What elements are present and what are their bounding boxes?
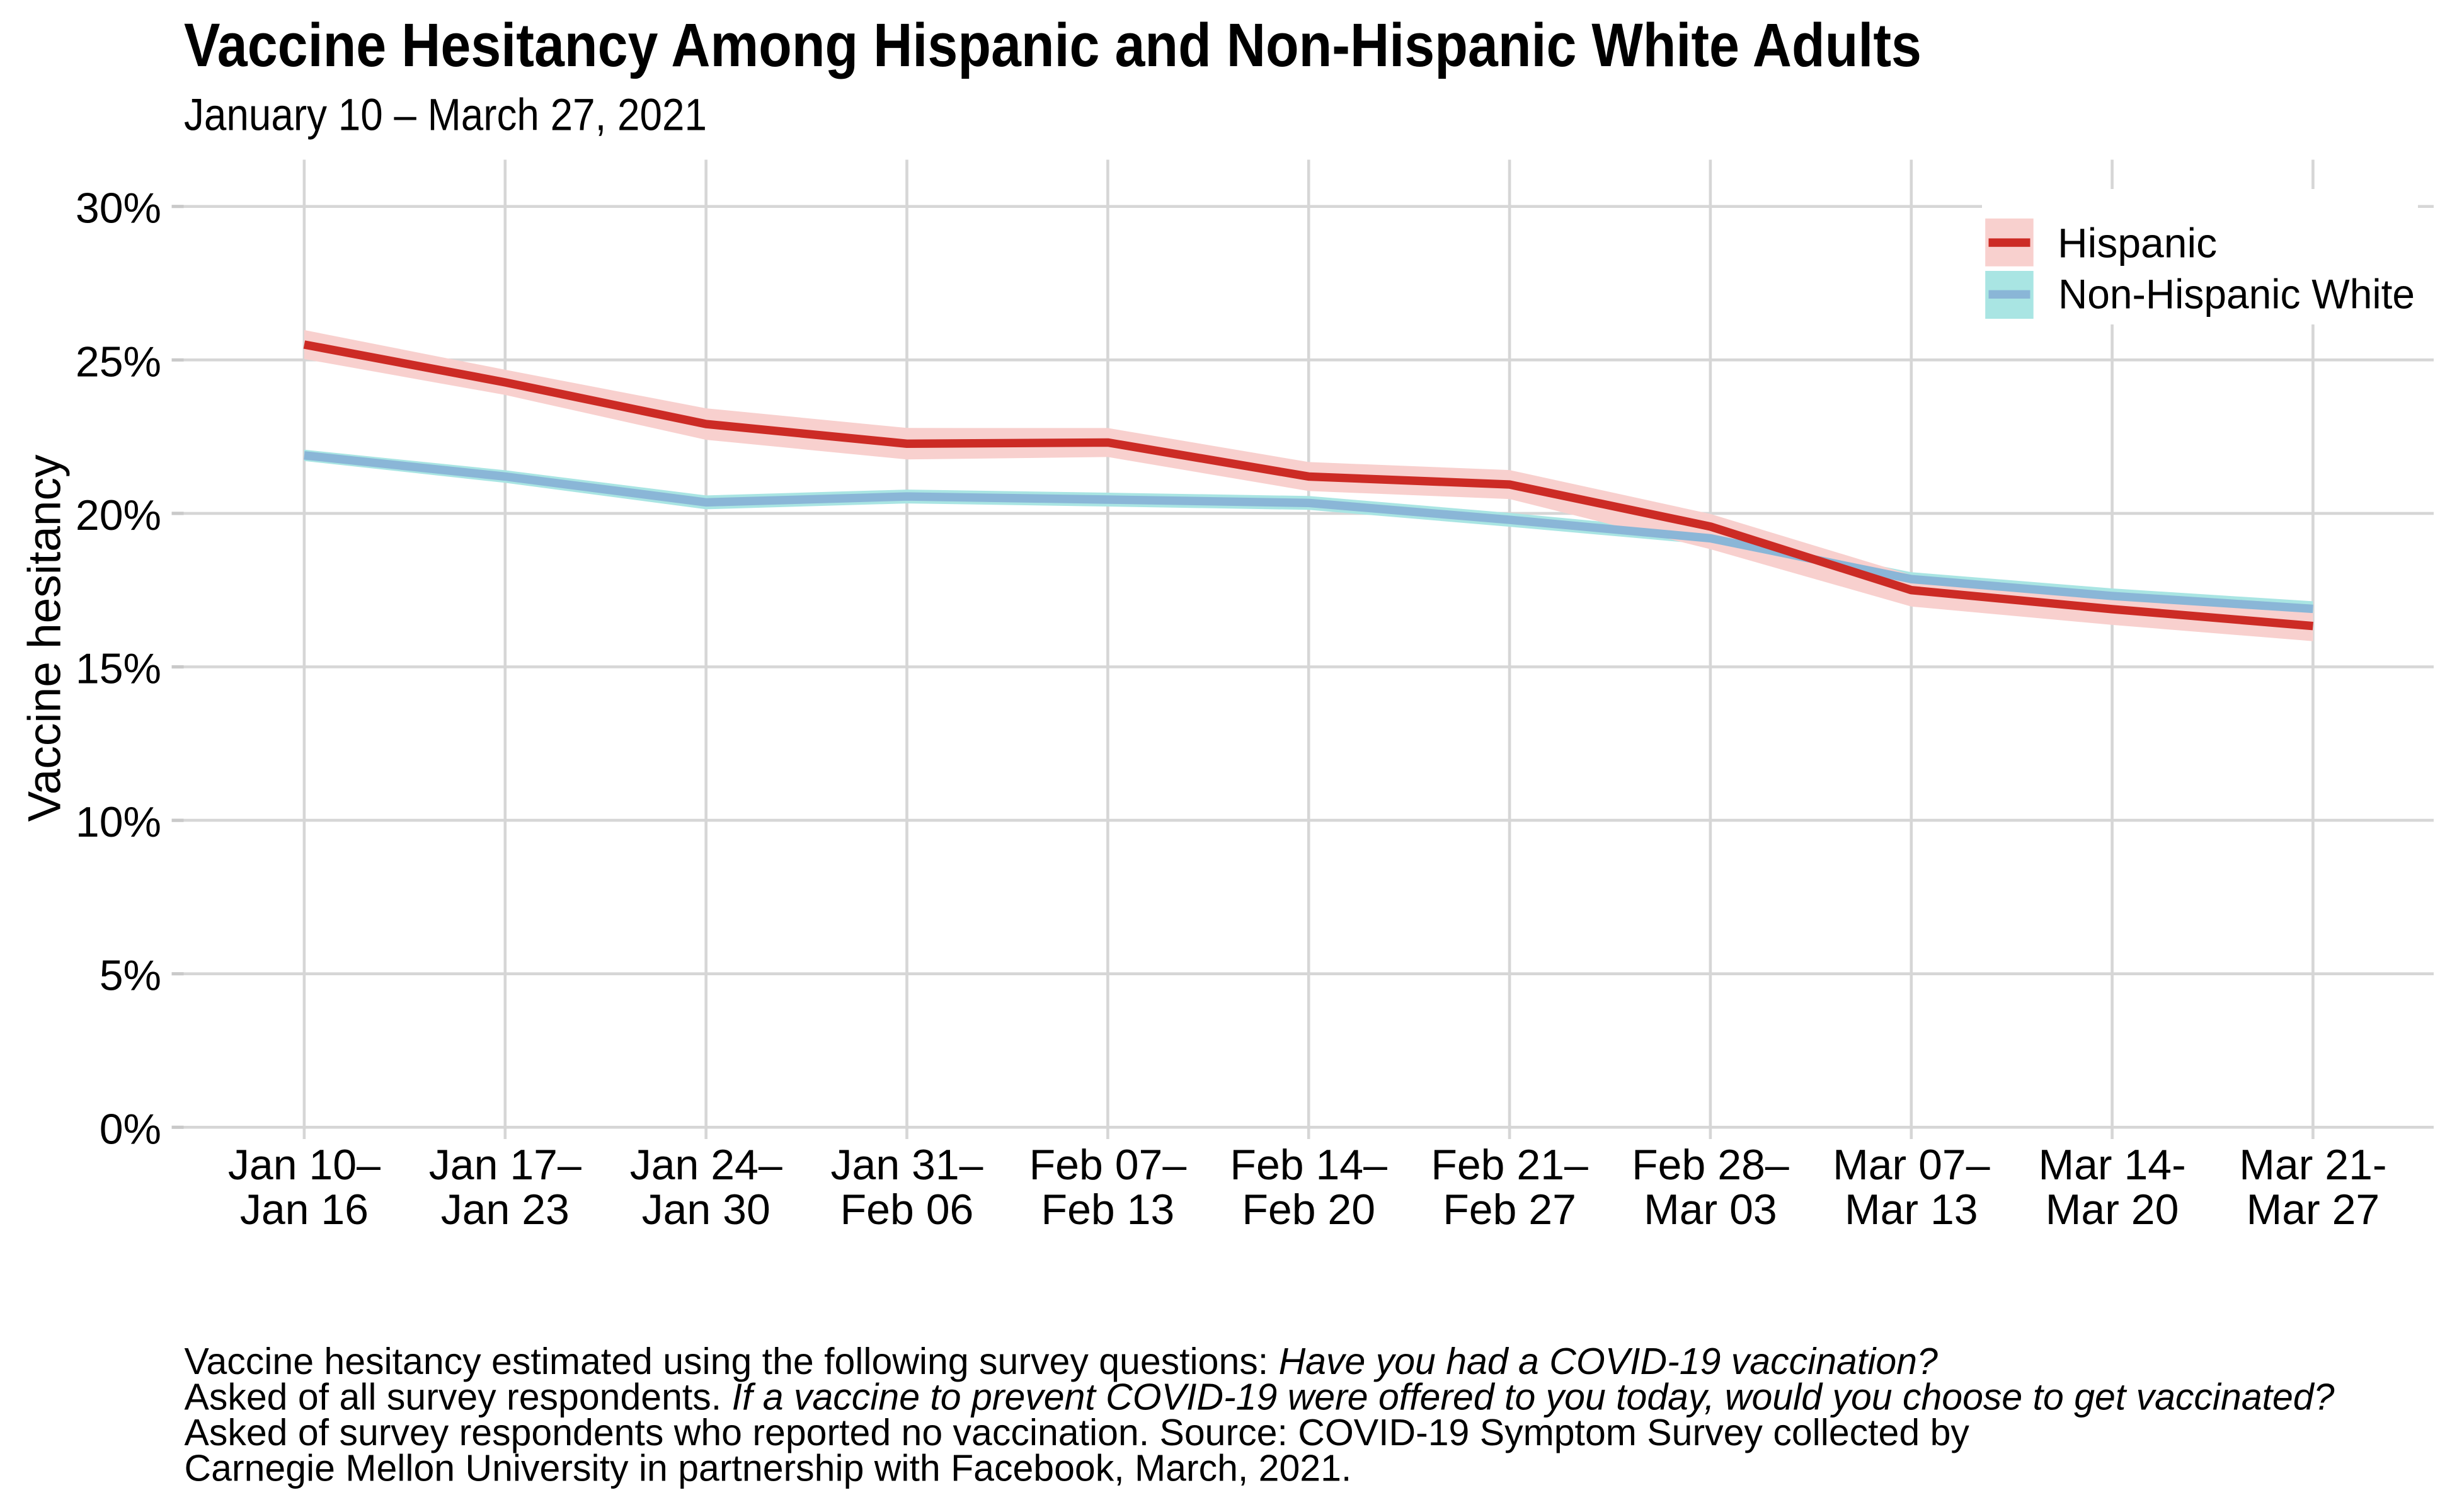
svg-text:Vaccine Hesitancy Among Hispan: Vaccine Hesitancy Among Hispanic and Non…	[184, 11, 1922, 79]
svg-text:Mar 20: Mar 20	[2046, 1186, 2179, 1234]
svg-text:5%: 5%	[100, 952, 161, 1000]
svg-text:Feb 14–: Feb 14–	[1230, 1141, 1387, 1189]
svg-text:Jan 23: Jan 23	[441, 1186, 570, 1234]
svg-text:20%: 20%	[76, 491, 161, 539]
svg-text:Jan 17–: Jan 17–	[429, 1141, 581, 1189]
svg-text:Jan 24–: Jan 24–	[630, 1141, 782, 1189]
svg-text:Mar 07–: Mar 07–	[1833, 1141, 1990, 1189]
svg-text:Feb 07–: Feb 07–	[1029, 1141, 1187, 1189]
svg-text:Feb 21–: Feb 21–	[1431, 1141, 1588, 1189]
svg-text:Hispanic: Hispanic	[2058, 220, 2217, 266]
svg-text:15%: 15%	[76, 645, 161, 693]
svg-text:Non-Hispanic White: Non-Hispanic White	[2058, 270, 2415, 317]
svg-text:Mar 03: Mar 03	[1644, 1186, 1777, 1234]
svg-text:Feb 06: Feb 06	[840, 1186, 974, 1234]
svg-text:Asked of survey respondents wh: Asked of survey respondents who reported…	[185, 1412, 1970, 1453]
svg-text:Mar 13: Mar 13	[1845, 1186, 1978, 1234]
svg-text:Mar 27: Mar 27	[2247, 1186, 2380, 1234]
svg-text:25%: 25%	[76, 338, 161, 386]
svg-text:Feb 28–: Feb 28–	[1632, 1141, 1789, 1189]
svg-text:January 10 – March 27, 2021: January 10 – March 27, 2021	[184, 91, 707, 140]
svg-text:Feb 13: Feb 13	[1041, 1186, 1175, 1234]
svg-text:10%: 10%	[76, 798, 161, 846]
svg-text:Jan 10–: Jan 10–	[228, 1141, 381, 1189]
svg-text:Feb 27: Feb 27	[1443, 1186, 1576, 1234]
svg-text:0%: 0%	[100, 1105, 161, 1153]
svg-text:Vaccine hesitancy: Vaccine hesitancy	[20, 454, 71, 822]
svg-text:Feb 20: Feb 20	[1242, 1186, 1375, 1234]
svg-text:Vaccine hesitancy estimated us: Vaccine hesitancy estimated using the fo…	[185, 1341, 1938, 1382]
svg-text:Mar 14-: Mar 14-	[2038, 1141, 2185, 1189]
svg-text:Asked of all survey respondent: Asked of all survey respondents. If a va…	[185, 1377, 2335, 1418]
svg-text:Jan 31–: Jan 31–	[831, 1141, 983, 1189]
svg-text:Mar 21-: Mar 21-	[2239, 1141, 2386, 1189]
svg-text:Jan 16: Jan 16	[240, 1186, 369, 1234]
svg-text:Jan 30: Jan 30	[642, 1186, 770, 1234]
svg-text:30%: 30%	[76, 185, 161, 232]
svg-text:Carnegie Mellon University in: Carnegie Mellon University in partnershi…	[185, 1448, 1352, 1489]
